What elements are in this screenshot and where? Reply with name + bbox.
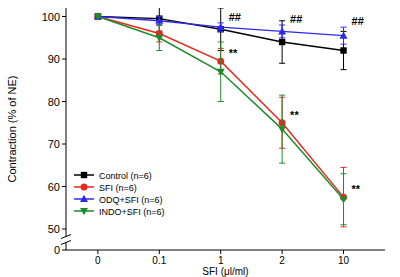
error-bar-cap [156,25,162,26]
series-line [98,17,344,200]
legend-marker [80,208,88,215]
y-tick [62,101,66,102]
error-bar-cap [341,69,347,70]
point [155,35,163,42]
point [278,126,286,133]
legend-label: INDO+SFI (n=6) [99,207,165,217]
error-bar-cap [279,25,285,26]
x-tick [282,250,283,254]
x-tick-label: 1 [218,255,224,266]
error-bar-cap [218,31,224,32]
error-bar-cap [156,50,162,51]
y-axis-label: Contraction (% of NE) [6,76,18,183]
error-bar [341,27,347,44]
y-tick [62,250,66,251]
legend-marker [80,195,88,202]
error-bar [279,21,285,64]
y-tick [62,59,66,60]
y-tick [62,229,66,230]
y-tick [62,186,66,187]
error-bar [218,23,224,32]
series-line [98,17,344,36]
legend-marker [81,184,88,191]
y-axis-line [66,8,67,237]
significance-mark: ** [290,109,299,121]
error-bar-cap [279,37,285,38]
x-tick-label: 10 [338,255,350,266]
significance-mark: ## [352,15,364,27]
error-bar [341,31,347,69]
error-bar-cap [279,63,285,64]
error-bar [218,42,224,102]
error-bar-cap [341,224,347,225]
point [278,27,286,34]
axis-break [61,235,71,239]
x-tick-label: 0.1 [152,255,166,266]
legend-label: ODQ+SFI (n=6) [99,195,163,205]
significance-mark: ## [229,11,241,23]
error-bar [156,25,162,51]
series [94,13,347,227]
error-bar-cap [218,101,224,102]
annotations: ** ** ** ## ## ## [229,11,364,195]
plot-area [94,8,348,227]
point [340,47,346,53]
legend-label: SFI (n=6) [99,183,137,193]
error-bar [341,174,347,225]
point [217,23,225,30]
legend-label: Control (n=6) [99,171,152,181]
x-tick [220,250,221,254]
y-tick [62,16,66,17]
axes: 0 50 60 70 80 90 100 0 0.1 1 2 10 [42,8,385,266]
x-tick-label: 0 [95,255,101,266]
legend-marker [81,172,87,178]
error-bar [341,167,347,227]
error-bar-cap [341,173,347,174]
error-bar-cap [218,8,224,9]
point [94,14,102,21]
point [340,31,348,38]
x-tick [159,250,160,254]
y-tick-label: 100 [42,11,60,23]
error-bar [279,95,285,163]
error-bar-cap [279,163,285,164]
point [95,13,101,19]
error-bar-cap [341,226,347,227]
x-tick [343,250,344,254]
y-tick-label: 50 [48,223,60,235]
error-bar-cap [341,44,347,45]
x-axis-label: SFI (μl/ml) [202,266,248,277]
point [279,39,285,45]
point [217,69,225,76]
x-axis-line [66,250,385,251]
point [155,17,163,24]
chart: 0 50 60 70 80 90 100 0 0.1 1 2 10 SFI (μl/ml) Contrac… [0,0,400,277]
significance-mark: ** [352,183,361,195]
error-bar-cap [279,95,285,96]
error-bar-cap [279,20,285,21]
series [94,14,348,225]
y-tick-label: 70 [48,138,60,150]
error-bar-cap [156,25,162,26]
error-bar [279,25,285,38]
y-tick [62,144,66,145]
error-bar-cap [341,27,347,28]
point [340,196,348,203]
y-tick-label: 80 [48,96,60,108]
legend: Control (n=6) SFI (n=6) ODQ+SFI (n=6) INDO+… [74,171,165,217]
y-tick-label: 90 [48,53,60,65]
x-tick-label: 2 [279,255,285,266]
significance-mark: ** [229,47,238,59]
series-line [98,17,344,198]
error-bar-cap [218,42,224,43]
x-tick [97,250,98,254]
y-tick-label: 0 [54,244,60,256]
error-bar-cap [341,167,347,168]
axis-break [61,241,71,245]
error-bar-cap [156,25,162,26]
error-bar [156,17,162,26]
y-axis-line [66,243,67,251]
y-tick-label: 60 [48,181,60,193]
significance-mark: ## [290,13,302,25]
